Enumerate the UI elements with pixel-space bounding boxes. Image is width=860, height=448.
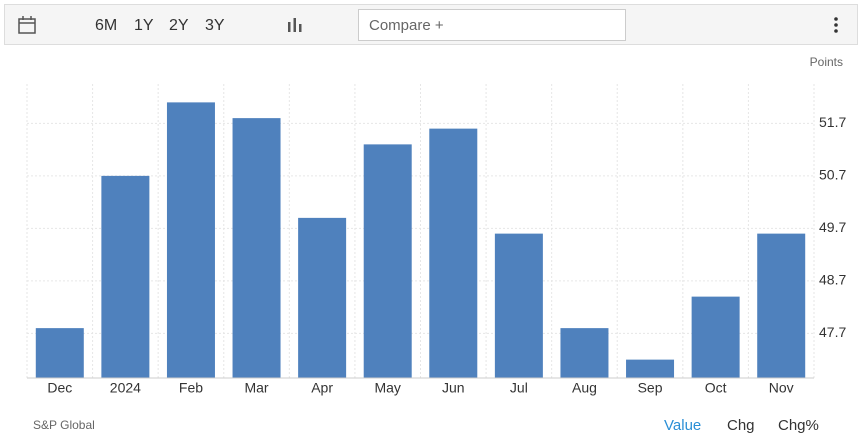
source: S&P Global bbox=[33, 418, 95, 432]
x-tick-label: May bbox=[374, 380, 400, 396]
y-tick-label: 47.7 bbox=[819, 324, 846, 340]
bar bbox=[363, 144, 412, 378]
x-tick-label: Mar bbox=[244, 380, 268, 396]
x-tick-label: Jun bbox=[442, 380, 465, 396]
bar bbox=[560, 328, 609, 378]
chart-type-icon[interactable] bbox=[286, 16, 304, 34]
bar bbox=[691, 296, 740, 378]
y-tick-label: 50.7 bbox=[819, 167, 846, 183]
x-tick-label: Apr bbox=[311, 380, 333, 396]
tab[interactable]: Chg% bbox=[778, 417, 819, 434]
x-tick-label: Aug bbox=[572, 380, 597, 396]
y-tick-label: 51.7 bbox=[819, 114, 846, 130]
bar bbox=[626, 359, 675, 378]
calendar-icon[interactable] bbox=[17, 15, 37, 35]
bar bbox=[298, 217, 347, 378]
range-button[interactable]: 6M bbox=[95, 17, 118, 34]
y-tick-label: 48.7 bbox=[819, 272, 846, 288]
range-button[interactable]: 1Y bbox=[134, 17, 154, 34]
x-tick-label: Dec bbox=[47, 380, 72, 396]
bar bbox=[35, 328, 84, 378]
x-tick-label: Jul bbox=[510, 380, 528, 396]
range-button[interactable]: 3Y bbox=[205, 17, 225, 34]
bar bbox=[429, 128, 478, 378]
compare-input[interactable]: Compare + bbox=[358, 9, 626, 41]
x-tick-label: Sep bbox=[638, 380, 663, 396]
unit-label: Points bbox=[810, 55, 843, 69]
x-tick-label: 2024 bbox=[110, 380, 141, 396]
bar bbox=[166, 102, 215, 378]
y-tick-label: 49.7 bbox=[819, 219, 846, 235]
toolbar: 6M 1Y 2Y 3Y Compare + bbox=[4, 4, 858, 45]
tab[interactable]: Chg bbox=[727, 417, 755, 434]
x-tick-label: Oct bbox=[705, 380, 727, 396]
bar bbox=[101, 175, 150, 378]
range-button[interactable]: 2Y bbox=[169, 17, 189, 34]
bar bbox=[232, 118, 281, 378]
bar bbox=[757, 233, 806, 378]
x-tick-label: Nov bbox=[769, 380, 794, 396]
tab[interactable]: Value bbox=[664, 417, 701, 434]
menu-icon[interactable] bbox=[831, 16, 841, 34]
bar bbox=[494, 233, 543, 378]
x-tick-label: Feb bbox=[179, 380, 203, 396]
